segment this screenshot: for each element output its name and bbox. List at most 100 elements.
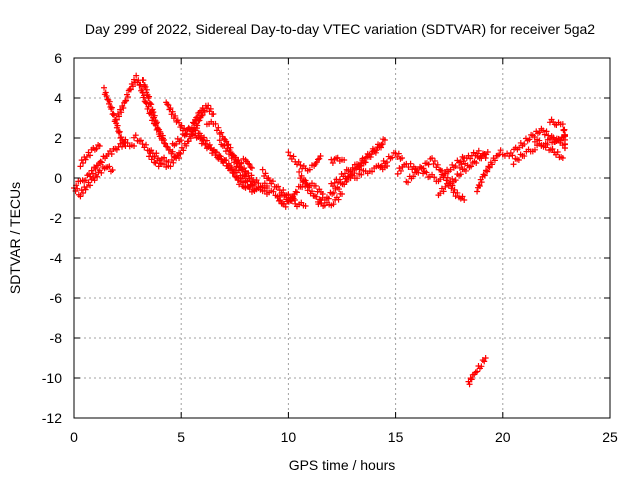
data-point	[363, 154, 370, 161]
data-point	[303, 180, 310, 187]
data-point	[405, 164, 412, 171]
data-point	[478, 363, 485, 370]
data-point	[87, 182, 94, 189]
data-point	[161, 154, 168, 161]
data-point	[117, 106, 124, 113]
data-point	[358, 171, 365, 178]
data-point	[557, 137, 564, 144]
data-point	[140, 77, 147, 84]
data-point	[117, 140, 124, 147]
data-point	[378, 162, 385, 169]
data-point	[193, 125, 200, 132]
data-point	[285, 149, 292, 156]
data-point	[458, 161, 465, 168]
data-point	[111, 112, 118, 119]
y-tick-labels: -12 -10 -8 -6 -4 -2 0 2 4 6	[42, 50, 62, 426]
data-point	[287, 152, 294, 159]
data-point	[245, 160, 252, 167]
data-point	[526, 136, 533, 143]
data-point	[92, 165, 99, 172]
data-point	[468, 163, 475, 170]
data-point	[80, 160, 87, 167]
data-point	[124, 93, 131, 100]
data-point	[474, 188, 481, 195]
data-point	[225, 141, 232, 148]
data-point	[127, 86, 134, 93]
data-point	[454, 189, 461, 196]
data-point	[216, 137, 223, 144]
data-point	[169, 108, 176, 115]
data-point	[223, 157, 230, 164]
data-point	[88, 167, 95, 174]
data-point	[237, 178, 244, 185]
data-point	[473, 160, 480, 167]
data-point	[80, 190, 87, 197]
data-point	[198, 112, 205, 119]
data-point	[137, 137, 144, 144]
data-point	[173, 140, 180, 147]
plot-frame	[73, 57, 611, 419]
axis-ticks	[73, 57, 611, 419]
data-point	[549, 145, 556, 152]
data-point	[218, 129, 225, 136]
data-point	[442, 183, 449, 190]
data-point	[162, 140, 169, 147]
data-point	[280, 187, 287, 194]
data-point	[550, 134, 557, 141]
data-point	[467, 375, 474, 382]
data-point	[261, 187, 268, 194]
data-point	[334, 154, 341, 161]
data-point	[489, 161, 496, 168]
data-point	[159, 135, 166, 142]
data-point	[206, 141, 213, 148]
data-point	[330, 201, 337, 208]
x-axis-label: GPS time / hours	[289, 457, 396, 473]
data-point	[251, 187, 258, 193]
grid	[74, 58, 610, 418]
data-point	[299, 184, 306, 191]
data-point	[213, 149, 220, 156]
data-point	[369, 168, 376, 175]
data-point	[102, 89, 109, 96]
data-point	[185, 138, 192, 145]
data-point	[242, 173, 249, 180]
data-point	[148, 101, 155, 108]
data-point	[437, 176, 444, 183]
data-point	[298, 172, 305, 179]
data-point	[194, 114, 201, 121]
data-point	[394, 153, 401, 160]
y-tick-label: 2	[54, 130, 62, 146]
data-point	[248, 178, 255, 185]
data-point	[87, 152, 94, 159]
y-tick-label: -8	[50, 330, 63, 346]
data-point	[77, 163, 84, 170]
data-point	[103, 93, 110, 100]
y-tick-label: -2	[50, 210, 63, 226]
data-point	[93, 145, 100, 152]
data-point	[312, 182, 319, 189]
data-point	[82, 156, 89, 163]
data-point	[153, 119, 160, 126]
data-point	[106, 163, 113, 170]
data-point	[378, 141, 385, 148]
data-point	[225, 160, 232, 167]
data-point	[330, 189, 337, 196]
data-point	[317, 153, 324, 159]
data-point	[228, 164, 235, 171]
data-point	[461, 197, 468, 203]
data-point	[559, 155, 566, 161]
data-point	[153, 150, 160, 157]
y-tick-label: 6	[54, 50, 62, 66]
data-point	[83, 183, 90, 190]
data-point	[116, 128, 123, 135]
data-point	[410, 173, 417, 180]
data-point	[131, 76, 138, 83]
data-point	[183, 131, 190, 138]
data-point	[531, 146, 538, 153]
data-point	[287, 197, 294, 204]
data-point	[149, 106, 156, 113]
data-point	[442, 169, 449, 176]
data-point	[292, 188, 299, 195]
x-tick-label: 0	[70, 429, 78, 445]
data-point	[440, 188, 447, 195]
